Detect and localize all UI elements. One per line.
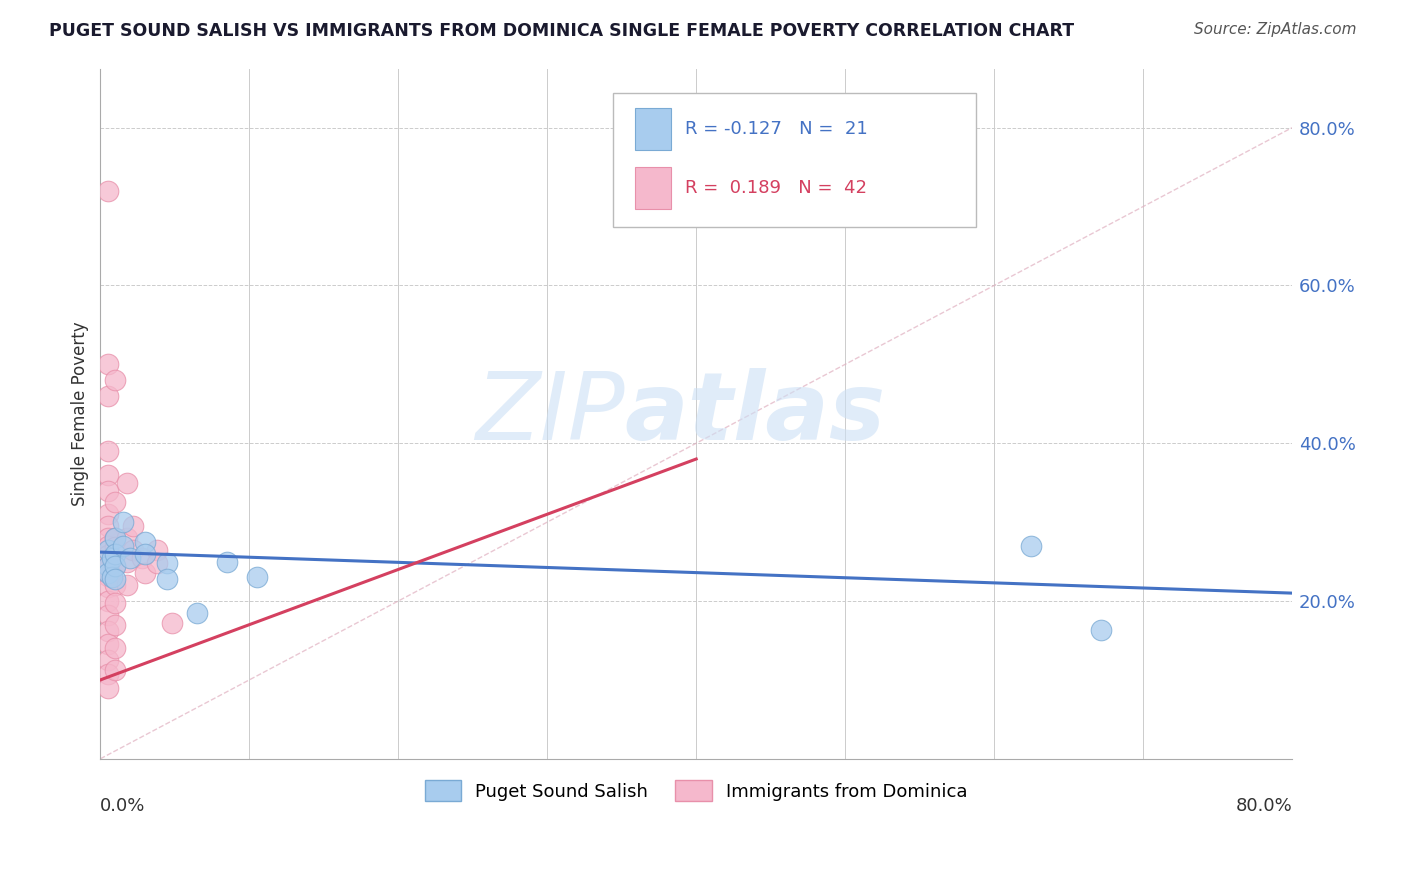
- Point: [160, 616, 183, 631]
- Point: [146, 542, 169, 557]
- Text: R = -0.127   N =  21: R = -0.127 N = 21: [686, 120, 869, 138]
- Point: [97, 357, 120, 371]
- Point: [97, 566, 120, 581]
- Text: 80.0%: 80.0%: [1236, 797, 1292, 814]
- Point: [111, 539, 134, 553]
- Y-axis label: Single Female Poverty: Single Female Poverty: [72, 321, 89, 506]
- Point: [97, 624, 120, 638]
- Point: [115, 531, 138, 545]
- Point: [97, 507, 120, 521]
- Point: [122, 519, 145, 533]
- Point: [97, 548, 120, 562]
- Point: [104, 596, 127, 610]
- FancyBboxPatch shape: [613, 93, 976, 227]
- Point: [97, 519, 120, 533]
- Point: [115, 555, 138, 569]
- Point: [97, 444, 120, 458]
- Point: [104, 495, 127, 509]
- Text: ZIP: ZIP: [475, 368, 624, 459]
- Point: [1021, 539, 1043, 553]
- Point: [104, 617, 127, 632]
- Point: [97, 483, 120, 498]
- Point: [97, 531, 120, 545]
- Point: [97, 558, 120, 573]
- Point: [97, 558, 120, 573]
- Point: [1090, 623, 1112, 637]
- Point: [104, 558, 127, 573]
- FancyBboxPatch shape: [636, 108, 671, 150]
- Text: 0.0%: 0.0%: [100, 797, 146, 814]
- Point: [120, 550, 142, 565]
- Point: [104, 531, 127, 545]
- Point: [97, 389, 120, 403]
- Point: [97, 467, 120, 482]
- Point: [104, 373, 127, 387]
- Point: [97, 681, 120, 695]
- Point: [111, 515, 134, 529]
- Point: [104, 664, 127, 678]
- Point: [134, 547, 156, 561]
- Point: [97, 184, 120, 198]
- Point: [97, 594, 120, 608]
- Point: [134, 566, 156, 581]
- Point: [97, 568, 120, 582]
- Text: R =  0.189   N =  42: R = 0.189 N = 42: [686, 178, 868, 197]
- Point: [104, 541, 127, 555]
- Point: [246, 570, 269, 584]
- Point: [97, 580, 120, 594]
- Point: [186, 606, 208, 620]
- Point: [134, 534, 156, 549]
- Point: [131, 550, 153, 565]
- Text: PUGET SOUND SALISH VS IMMIGRANTS FROM DOMINICA SINGLE FEMALE POVERTY CORRELATION: PUGET SOUND SALISH VS IMMIGRANTS FROM DO…: [49, 22, 1074, 40]
- Point: [146, 556, 169, 570]
- Point: [104, 547, 127, 561]
- Point: [215, 555, 238, 569]
- Point: [122, 542, 145, 557]
- Point: [101, 570, 124, 584]
- Point: [104, 578, 127, 592]
- Point: [97, 637, 120, 651]
- Text: atlas: atlas: [624, 368, 886, 459]
- Point: [104, 641, 127, 656]
- Point: [101, 550, 124, 565]
- Point: [97, 666, 120, 681]
- Point: [104, 531, 127, 545]
- Point: [97, 608, 120, 623]
- Point: [97, 542, 120, 557]
- Legend: Puget Sound Salish, Immigrants from Dominica: Puget Sound Salish, Immigrants from Domi…: [418, 773, 974, 808]
- Point: [156, 556, 179, 570]
- Point: [104, 572, 127, 586]
- Point: [97, 539, 120, 553]
- Point: [156, 572, 179, 586]
- Point: [97, 653, 120, 667]
- Point: [104, 558, 127, 573]
- Text: Source: ZipAtlas.com: Source: ZipAtlas.com: [1194, 22, 1357, 37]
- FancyBboxPatch shape: [636, 167, 671, 209]
- Point: [115, 475, 138, 490]
- Point: [115, 578, 138, 592]
